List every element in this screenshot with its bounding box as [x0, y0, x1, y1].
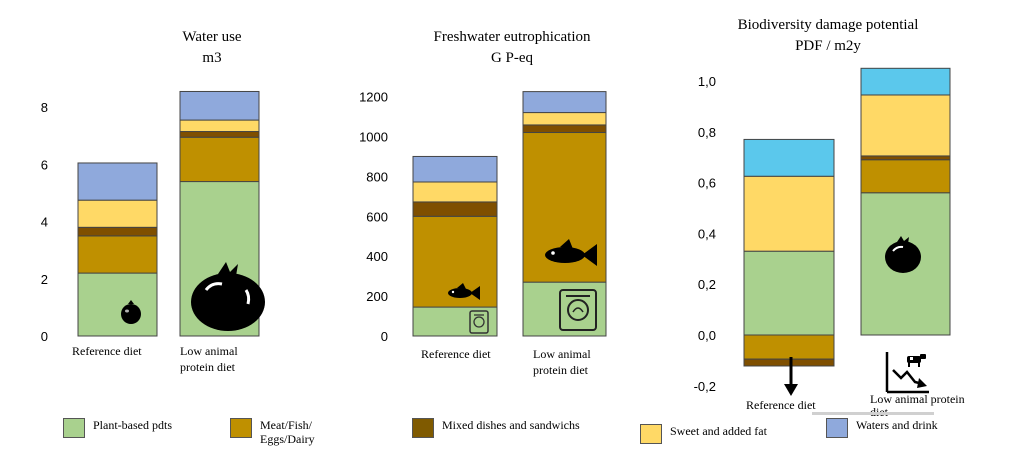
y-tick-label: 800 — [366, 169, 388, 184]
panel-3-title: Biodiversity damage potential — [738, 17, 919, 33]
fish-icon — [545, 239, 597, 266]
legend-swatch-waters — [826, 418, 848, 438]
y-tick-label: 8 — [41, 100, 48, 115]
bar-segment-sweet — [743, 175, 835, 252]
bar-segment-mixed — [522, 124, 607, 134]
bar-segment-sweet — [77, 199, 158, 228]
panel-3-bars — [743, 67, 951, 367]
bar-segment-mixed — [412, 201, 498, 217]
y-tick-label: 0 — [41, 329, 48, 344]
bar-segment-sweet — [860, 94, 951, 157]
arrow-down-icon — [784, 357, 798, 396]
legend-label-sweet: Sweet and added fat — [670, 424, 767, 438]
bar-segment-meat — [860, 159, 951, 194]
panel-2-subtitle: G P-eq — [491, 50, 534, 66]
panel-water-use: Water use m3 0 2 4 6 8 Reference diet Low an… — [41, 29, 260, 374]
bar-segment-waters_blue — [412, 155, 498, 183]
y-tick-label: 1000 — [359, 130, 388, 145]
y-tick-label: 1200 — [359, 90, 388, 105]
bar-segment-plant — [743, 250, 835, 336]
bar-segment-waters_blue — [77, 162, 158, 201]
panel-1-category-2-line-1: Low animal — [180, 344, 238, 358]
y-tick-label: 200 — [366, 289, 388, 304]
food-bag-icon — [469, 310, 489, 334]
bar-segment-sweet — [412, 181, 498, 203]
legend: Plant-based pdts Meat/Fish/ Eggs/Dairy M… — [0, 418, 1024, 448]
y-tick-label: 0 — [381, 329, 388, 344]
y-tick-label: 0,0 — [698, 328, 716, 343]
legend-swatch-sweet — [640, 424, 662, 444]
bar-segment-mixed — [179, 131, 260, 138]
y-tick-label: -0,2 — [694, 379, 716, 394]
y-tick-label: 4 — [41, 215, 48, 230]
panel-2-category-2-line-2: protein diet — [533, 363, 589, 377]
y-tick-label: 1,0 — [698, 74, 716, 89]
bar-segment-waters_blue — [522, 91, 607, 114]
legend-item-meat: Meat/Fish/ Eggs/Dairy — [230, 418, 350, 446]
y-tick-label: 6 — [41, 157, 48, 172]
bar-segment-meat — [743, 334, 835, 360]
bar-segment-mixed — [77, 226, 158, 237]
bar-segment-sweet — [179, 119, 260, 133]
legend-swatch-meat — [230, 418, 252, 438]
legend-item-mixed: Mixed dishes and sandwichs — [412, 418, 580, 438]
panel-2-category-1: Reference diet — [421, 347, 491, 361]
bar-segment-meat — [77, 235, 158, 274]
bar-segment-mixed — [743, 358, 835, 367]
legend-item-sweet: Sweet and added fat — [640, 424, 767, 444]
tomato-icon — [121, 300, 141, 324]
legend-label-mixed: Mixed dishes and sandwichs — [442, 418, 580, 432]
y-tick-label: 600 — [366, 209, 388, 224]
panel-2-category-2-line-1: Low animal — [533, 347, 591, 361]
panel-3-category-2-line-2: diet — [870, 405, 889, 418]
chart-canvas: Water use m3 0 2 4 6 8 Reference diet Low an… — [41, 17, 965, 418]
y-tick-label: 0,2 — [698, 277, 716, 292]
panel-1-category-1: Reference diet — [72, 344, 142, 358]
bar-segment-waters_cyan — [860, 67, 951, 96]
bar-segment-sweet — [522, 112, 607, 126]
panel-1-bars — [77, 90, 260, 337]
legend-label-meat: Meat/Fish/ Eggs/Dairy — [260, 418, 315, 446]
legend-swatch-plant — [63, 418, 85, 438]
panel-2-title: Freshwater eutrophication — [433, 29, 591, 45]
panel-1-subtitle: m3 — [202, 50, 221, 66]
panel-2-y-axis: 0 200 400 600 800 1000 1200 — [359, 90, 388, 344]
fish-icon — [448, 283, 480, 300]
y-tick-label: 2 — [41, 272, 48, 287]
y-tick-label: 0,4 — [698, 226, 716, 241]
legend-label-waters: Waters and drink — [856, 418, 938, 432]
legend-item-waters: Waters and drink — [826, 418, 938, 438]
panel-3-subtitle: PDF / m2y — [795, 38, 861, 54]
panel-3-label-underline — [812, 412, 934, 415]
bar-segment-waters_blue — [179, 90, 260, 121]
tomato-icon — [191, 262, 265, 331]
bar-segment-meat — [179, 136, 260, 183]
declining-cow-chart-icon — [885, 352, 929, 394]
bar-segment-waters_cyan — [743, 138, 835, 177]
legend-swatch-mixed — [412, 418, 434, 438]
panel-3-category-2-line-1: Low animal protein — [870, 392, 965, 406]
legend-label-plant: Plant-based pdts — [93, 418, 172, 432]
bar-segment-plant — [77, 272, 158, 337]
bar-segment-plant — [522, 281, 607, 337]
panel-biodiversity: Biodiversity damage potential PDF / m2y … — [694, 17, 965, 418]
y-tick-label: 400 — [366, 249, 388, 264]
bar-segment-mixed — [860, 155, 951, 161]
panel-1-y-axis: 0 2 4 6 8 — [41, 100, 48, 344]
panel-3-y-axis: -0,2 0,0 0,2 0,4 0,6 0,8 1,0 — [694, 74, 716, 394]
panel-3-category-1: Reference diet — [746, 398, 816, 412]
panel-1-category-2-line-2: protein diet — [180, 360, 236, 374]
bar-segment-plant — [412, 306, 498, 337]
y-tick-label: 0,6 — [698, 176, 716, 191]
food-bag-icon — [559, 289, 597, 331]
y-tick-label: 0,8 — [698, 125, 716, 140]
tomato-icon — [885, 236, 921, 273]
legend-item-plant: Plant-based pdts — [63, 418, 172, 438]
panel-1-title: Water use — [182, 29, 242, 45]
